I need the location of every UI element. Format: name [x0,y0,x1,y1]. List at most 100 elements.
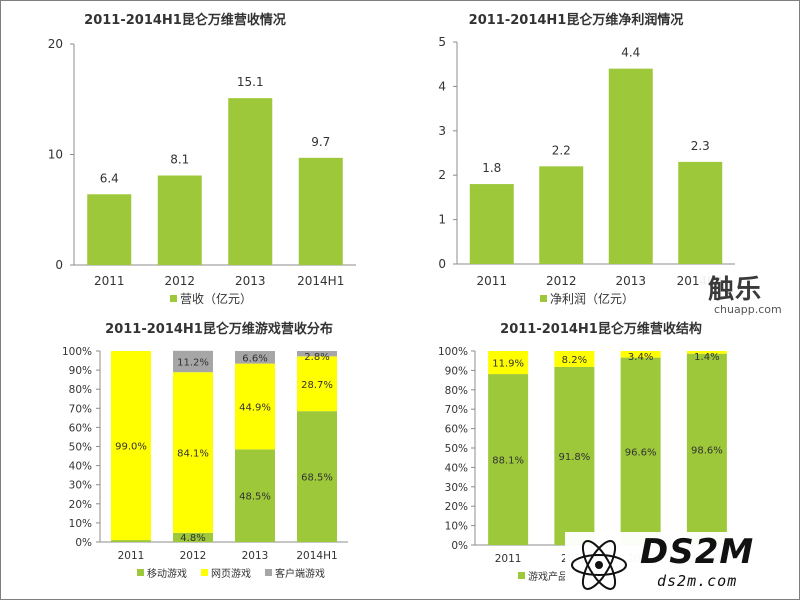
chart3-x-tick-label: 2011 [118,550,145,562]
chart3-y-tick-label: 10% [69,518,92,530]
chart3-y-tick-label: 30% [69,480,92,492]
chart1-title: 2011-2014H1昆仑万维营收情况 [84,12,286,28]
chart3-y-tick-label: 90% [69,365,92,377]
chuapp-watermark-title: 触乐 [708,275,763,305]
chart3-data-label: 6.6% [242,353,267,364]
chart1-legend-swatch [170,295,177,302]
chart2-y-tick-label: 2 [438,168,446,182]
chart1-x-tick-label: 2013 [235,274,266,288]
chart3-bar-segment [111,351,151,541]
chart1-data-label: 9.7 [311,135,330,149]
chart3-legend-label: 客户端游戏 [275,567,325,580]
ds2m-watermark-title: DS2M [640,532,755,572]
chart2-bar [469,184,514,264]
chart3-bar-segment [235,449,275,542]
chart2-y-tick-label: 1 [438,213,446,227]
chart3-data-label: 2.8% [304,352,329,363]
chart2-x-tick-label: 2013 [615,274,646,288]
chart3-data-label: 48.5% [239,492,271,503]
chart2-title: 2011-2014H1昆仑万维净利润情况 [469,12,684,28]
chart1-data-label: 6.4 [100,171,119,185]
chart3-bar-segment [297,411,337,542]
chart2-data-label: 4.4 [621,46,640,60]
chart3-data-label: 28.7% [301,380,333,391]
chart4-y-tick-label: 70% [445,404,468,416]
chart1-bar [228,98,273,266]
chart1-x-tick-label: 2012 [164,274,195,288]
chart1-y-tick-label: 10 [48,148,63,162]
chart1-legend-label: 营收（亿元） [180,291,252,306]
chart4-bar-segment [488,374,529,545]
chart1-x-tick-label: 2014H1 [297,274,344,288]
chart4-y-tick-label: 100% [438,346,468,358]
chart4-y-tick-label: 40% [445,462,468,474]
chart4-bar-segment [488,351,529,375]
chart3-bar-segment [235,351,275,364]
chart2-y-tick-label: 3 [438,124,446,138]
chart3-data-label: 84.1% [177,449,209,460]
chart3-bar-segment [173,372,213,533]
chart2-bar [678,161,723,264]
chart3-title: 2011-2014H1昆仑万维游戏营收分布 [105,321,333,337]
chart3-data-label: 44.9% [239,402,271,413]
chart3-bar-segment [173,350,213,373]
chart3-bar-segment [297,356,337,412]
chart3-x-tick-label: 2013 [242,550,269,562]
chart4-y-tick-label: 30% [445,482,468,494]
chart4-y-tick-label: 10% [445,521,468,533]
chart4-y-tick-label: 20% [445,501,468,513]
chart2-legend-swatch [540,295,547,302]
chart2-bar [539,166,584,264]
chart4-data-label: 96.6% [625,447,657,458]
chart4-y-tick-label: 50% [445,443,468,455]
chart3-bar-segment [173,532,213,542]
chart3-y-tick-label: 40% [69,461,92,473]
chart3-legend-swatch [137,569,144,576]
chart3-legend-swatch [265,569,272,576]
chart4-bar-segment [620,351,661,358]
chart3-y-tick-label: 70% [69,403,92,415]
chuapp-watermark: 触乐 chuapp.com [700,265,798,321]
chart2-data-label: 1.8 [482,161,501,175]
chuapp-watermark-url: chuapp.com [714,303,782,316]
chart4-legend-label: 游戏产品 [528,570,568,583]
chart3-data-label: 68.5% [301,473,333,484]
ds2m-atom-icon [571,540,627,590]
chart1-x-tick-label: 2011 [94,274,125,288]
chart2-legend-label: 净利润（亿元） [550,291,634,306]
chart3-data-label: 99.0% [115,442,147,453]
chart3-data-label: 4.8% [180,533,205,544]
chart2-y-tick-label: 0 [438,257,446,271]
chart1-data-label: 8.1 [170,152,189,166]
chart4-bar-segment [686,351,727,354]
chart3-legend-label: 网页游戏 [211,567,251,580]
chart1-bar [298,157,343,265]
chart4-bar-segment [686,353,727,545]
chart4-y-tick-label: 90% [445,365,468,377]
chart3-y-tick-label: 60% [69,422,92,434]
chart3-y-tick-label: 0% [75,537,92,549]
chart4-y-tick-label: 80% [445,385,468,397]
chart3-x-tick-label: 2014H1 [296,550,337,562]
chart4-title: 2011-2014H1昆仑万维营收结构 [500,321,702,337]
chart1-bar [157,175,202,265]
chart1-y-tick-label: 0 [55,258,63,272]
chart4-bar-segment [620,357,661,545]
chart4-data-label: 8.2% [562,355,587,366]
chart3-bar-segment [235,363,275,450]
chart1-bar [87,194,132,265]
chart3-y-tick-label: 80% [69,384,92,396]
chart2-y-tick-label: 5 [438,35,446,49]
chart1-y-tick-label: 20 [48,37,63,51]
chart3-x-tick-label: 2012 [180,550,207,562]
chart4-data-label: 91.8% [558,452,590,463]
ds2m-watermark: DS2M ds2m.com [565,532,797,598]
chart4-data-label: 88.1% [492,456,524,467]
chart3-y-tick-label: 50% [69,442,92,454]
chart2-x-tick-label: 2011 [476,274,507,288]
chart2-data-label: 2.2 [552,143,571,157]
chart4-bar-segment [554,366,595,545]
chart3-data-label: 11.2% [177,358,209,369]
chart4-data-label: 98.6% [691,445,723,456]
